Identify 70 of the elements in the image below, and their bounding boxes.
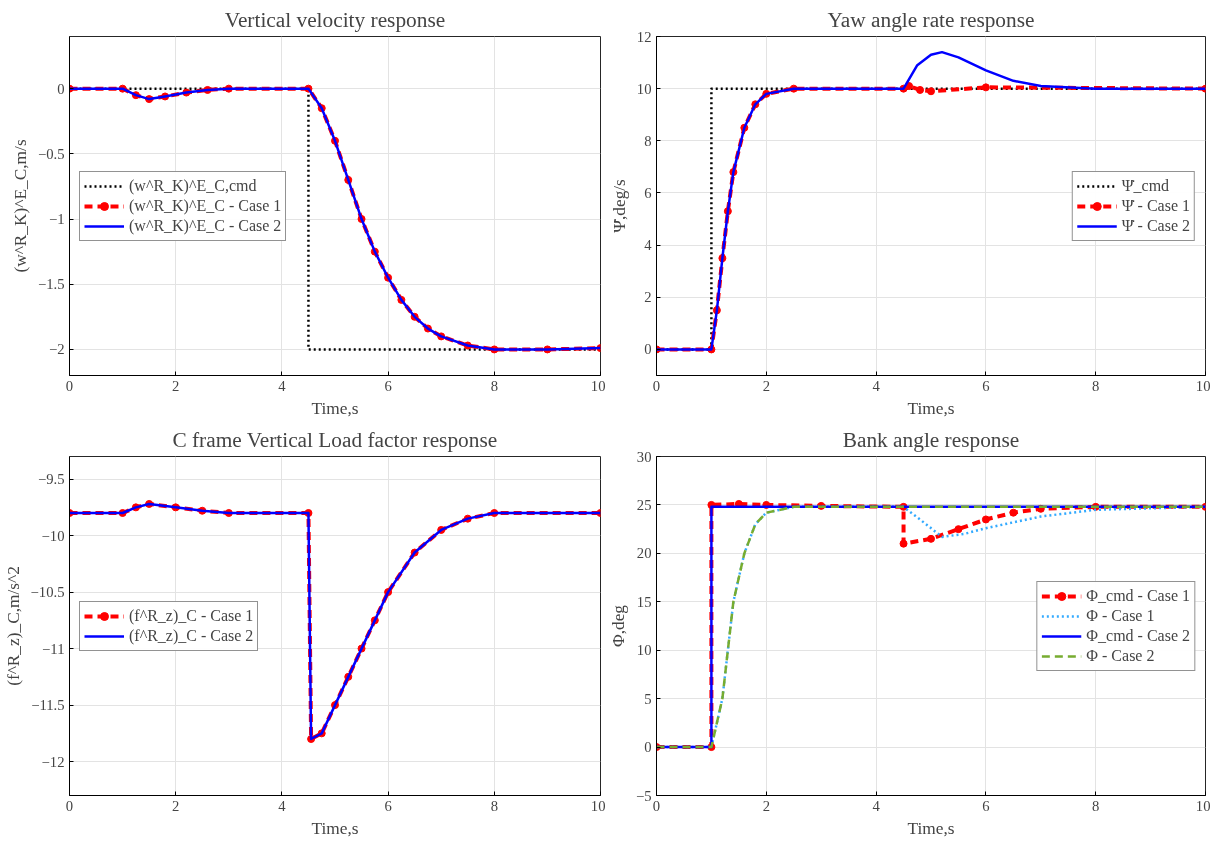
x-tick-label: 2 <box>762 377 770 394</box>
legend-label: Ψ̇_cmd <box>1121 176 1170 195</box>
y-tick-label: 4 <box>644 237 653 254</box>
legend-label: (f^R_z)_C - Case 1 <box>129 606 254 625</box>
x-axis-title: Time,s <box>311 818 359 838</box>
y-tick-label: 0 <box>644 341 652 358</box>
y-tick-label: 0 <box>644 739 652 756</box>
y-tick-label: −0.5 <box>37 145 65 162</box>
x-tick-label: 10 <box>1195 797 1211 814</box>
legend-label: Φ - Case 1 <box>1086 606 1155 625</box>
y-tick-label: −2 <box>48 341 65 358</box>
y-axis-title: (w^R_K)^E_C,m/s <box>10 139 30 273</box>
y-tick-label: 25 <box>636 496 652 513</box>
x-tick-label: 8 <box>490 377 498 394</box>
x-tick-label: 10 <box>590 377 606 394</box>
y-tick-label: −9.5 <box>37 471 65 488</box>
chart-title: Vertical velocity response <box>224 7 446 32</box>
x-tick-label: 6 <box>384 377 392 394</box>
y-tick-label: −1 <box>48 211 65 228</box>
x-tick-label: 2 <box>172 797 180 814</box>
x-tick-label: 6 <box>982 797 990 814</box>
x-axis-title: Time,s <box>907 818 955 838</box>
x-tick-label: 4 <box>278 377 287 394</box>
y-tick-label: 8 <box>644 132 652 149</box>
x-tick-label: 4 <box>872 377 881 394</box>
y-axis-title: Φ,deg <box>608 604 628 648</box>
y-tick-label: 12 <box>636 28 652 45</box>
y-tick-label: 2 <box>644 289 652 306</box>
x-tick-label: 10 <box>590 797 606 814</box>
x-tick-label: 6 <box>384 797 392 814</box>
x-tick-label: 2 <box>172 377 180 394</box>
y-tick-label: 5 <box>644 690 652 707</box>
legend-label: Φ - Case 2 <box>1086 646 1155 665</box>
y-tick-label: −11.5 <box>31 697 65 714</box>
chart-title: Yaw angle rate response <box>827 7 1035 32</box>
chart-title: C frame Vertical Load factor response <box>172 427 498 452</box>
chart-title: Bank angle response <box>842 427 1020 452</box>
y-tick-label: −1.5 <box>37 276 65 293</box>
y-tick-label: 6 <box>644 184 652 201</box>
y-tick-label: 0 <box>57 80 65 97</box>
y-tick-label: −5 <box>635 787 652 804</box>
legend-label: Ψ̇ - Case 1 <box>1121 196 1190 215</box>
x-tick-label: 2 <box>762 797 770 814</box>
x-tick-label: 10 <box>1195 377 1211 394</box>
legend-label: (w^R_K)^E_C - Case 2 <box>129 216 282 235</box>
legend-label: Φ_cmd - Case 1 <box>1086 586 1190 605</box>
y-tick-label: 20 <box>636 545 652 562</box>
x-tick-label: 6 <box>982 377 990 394</box>
y-tick-label: 30 <box>636 448 652 465</box>
legend-label: (w^R_K)^E_C,cmd <box>129 176 257 195</box>
legend-label: (w^R_K)^E_C - Case 1 <box>129 196 282 215</box>
y-tick-label: −12 <box>41 753 65 770</box>
x-tick-label: 8 <box>1092 797 1100 814</box>
x-tick-label: 4 <box>278 797 287 814</box>
y-tick-label: −10.5 <box>30 584 65 601</box>
legend-label: Φ_cmd - Case 2 <box>1086 626 1190 645</box>
y-tick-label: −10 <box>41 527 65 544</box>
legend-label: (f^R_z)_C - Case 2 <box>129 626 254 645</box>
y-axis-title: (f^R_z)_C,m/s^2 <box>3 566 23 686</box>
x-axis-title: Time,s <box>311 398 359 418</box>
y-axis-title: Ψ̇,deg/s <box>609 178 629 233</box>
y-tick-label: −11 <box>42 640 65 657</box>
y-tick-label: 15 <box>636 593 652 610</box>
legend-label: Ψ̇ - Case 2 <box>1121 216 1190 235</box>
x-tick-label: 8 <box>1092 377 1100 394</box>
x-tick-label: 4 <box>872 797 881 814</box>
x-tick-label: 8 <box>490 797 498 814</box>
x-axis-title: Time,s <box>907 398 955 418</box>
y-tick-label: 10 <box>636 642 652 659</box>
y-tick-label: 10 <box>636 80 652 97</box>
